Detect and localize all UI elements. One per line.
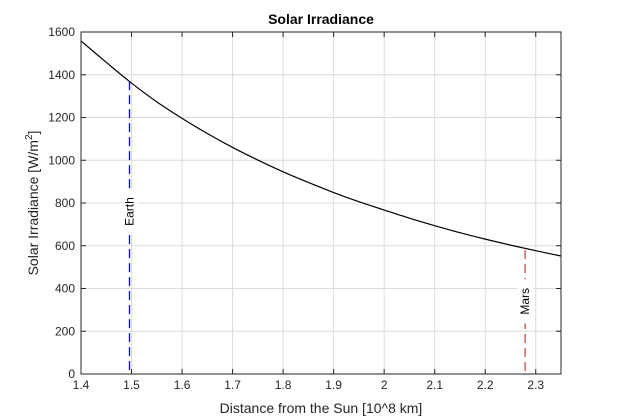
annotation-label: Mars [518,288,532,315]
y-tick-label: 0 [68,367,75,381]
annotation-label-bg [517,279,534,324]
annotation-label-bg [121,189,138,234]
y-tick-label: 1400 [48,68,75,82]
y-ticks: 0 200 400 600 800 1000 1200 1400 1600 [48,25,561,381]
y-tick-label: 600 [55,239,75,253]
x-tick-label: 1.4 [73,378,90,392]
data-series [80,40,562,257]
y-tick-label: 400 [55,282,75,296]
y-tick-label: 1000 [48,153,75,167]
x-tick-label: 1.6 [174,378,191,392]
x-tick-label: 2.1 [426,378,443,392]
x-tick-label: 1.5 [123,378,140,392]
annotation-mars: Mars [517,250,534,374]
x-tick-label: 1.7 [224,378,241,392]
x-tick-label: 2 [381,378,388,392]
y-tick-label: 800 [55,196,75,210]
chart-title: Solar Irradiance [268,11,374,27]
y-axis-title: Solar Irradiance [W/m2] [24,131,41,276]
y-tick-label: 1200 [48,111,75,125]
y-axis-title-sup: 2 [24,134,35,140]
y-tick-label: 1600 [48,25,75,39]
annotations: Earth Mars [121,81,534,374]
y-axis-title-main: Solar Irradiance [W/m [25,140,41,275]
x-tick-label: 1.8 [275,378,292,392]
annotation-earth: Earth [121,81,138,374]
x-tick-label: 2.2 [477,378,494,392]
grid-lines [80,31,561,375]
y-tick-label: 200 [55,324,75,338]
annotation-label: Earth [123,197,137,226]
irradiance-curve [80,40,562,257]
x-ticks: 1.4 1.5 1.6 1.7 1.8 1.9 2 2.1 2.2 2.3 [73,32,544,392]
x-axis-title: Distance from the Sun [10^8 km] [220,400,423,416]
y-axis-title-close: ] [25,131,41,135]
x-tick-label: 1.9 [325,378,342,392]
x-tick-label: 2.3 [527,378,544,392]
